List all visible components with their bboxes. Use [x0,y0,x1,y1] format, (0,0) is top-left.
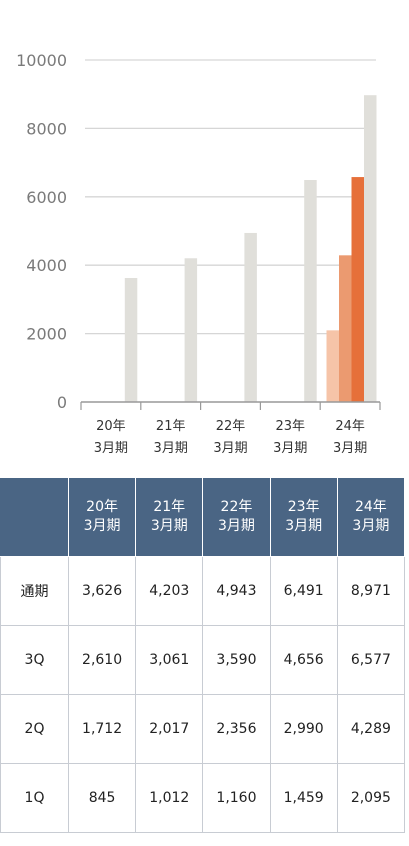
bar-full-year [244,232,257,402]
x-tick-label: 22年 [216,419,246,434]
table-header-row: 20年 3月期 21年 3月期 22年 3月期 23年 3月期 24年 3月期 [0,477,406,557]
x-tick-label: 3月期 [94,441,128,456]
bar-1q [326,330,339,402]
table-cell: 8,971 [336,556,406,626]
x-tick-label: 20年 [96,419,126,434]
table-cell: 2,990 [269,694,338,764]
data-table: 20年 3月期 21年 3月期 22年 3月期 23年 3月期 24年 3月期 通期 3,… [0,477,406,833]
table-row-2q: 2Q 1,712 2,017 2,356 2,990 4,289 [0,694,406,764]
table-cell: 1,712 [67,694,137,764]
row-label: 2Q [0,694,69,764]
table-cell: 2,017 [135,694,204,764]
table-cell: 3,626 [67,556,137,626]
y-tick-label: 6000 [26,188,67,207]
table-cell: 4,943 [202,556,271,626]
table-cell: 4,289 [336,694,406,764]
table-cell: 3,061 [135,625,204,695]
x-axis: 20年 3月期 21年 3月期 22年 3月期 23年 3月期 24年 3月期 [80,401,381,456]
table-header-20: 20年 3月期 [67,477,137,557]
table-cell: 1,160 [202,763,271,833]
x-tick-label: 3月期 [273,441,307,456]
x-tick-label: 3月期 [333,441,367,456]
table-cell: 1,459 [269,763,338,833]
table-cell: 6,577 [336,625,406,695]
y-tick-label: 10000 [16,51,67,70]
table-cell: 2,610 [67,625,137,695]
y-tick-label: 4000 [26,256,67,275]
table-cell: 4,203 [135,556,204,626]
bar-chart: 0 2000 4000 6000 8000 10000 20年 3月期 21年 3月期 22年 3月… [16,51,381,456]
bar-2q [339,255,352,402]
y-tick-label: 0 [57,393,67,412]
table-row-full-year: 通期 3,626 4,203 4,943 6,491 8,971 [0,556,406,626]
bar-3q [351,177,364,402]
table-cell: 4,656 [269,625,338,695]
table-cell: 2,095 [336,763,406,833]
x-tick-label: 21年 [156,419,186,434]
bar-full-year [304,180,317,402]
bar-full-year [364,95,377,402]
table-header-23: 23年 3月期 [269,477,338,557]
row-label: 通期 [0,556,69,626]
bar-full-year [124,277,138,402]
data-table-container: 20年 3月期 21年 3月期 22年 3月期 23年 3月期 24年 3月期 通期 3,… [0,477,406,833]
row-label: 1Q [0,763,69,833]
table-corner-cell [0,477,69,557]
x-tick-label: 24年 [335,419,365,434]
table-cell: 1,012 [135,763,204,833]
table-cell: 845 [67,763,137,833]
table-header-24: 24年 3月期 [336,477,406,557]
table-row-1q: 1Q 845 1,012 1,160 1,459 2,095 [0,763,406,833]
y-tick-label: 2000 [26,325,67,344]
bar-full-year [184,258,198,402]
table-header-22: 22年 3月期 [202,477,271,557]
table-cell: 6,491 [269,556,338,626]
y-tick-label: 8000 [26,119,67,138]
row-label: 3Q [0,625,69,695]
table-row-3q: 3Q 2,610 3,061 3,590 4,656 6,577 [0,625,406,695]
table-header-21: 21年 3月期 [135,477,204,557]
chart-bars [124,95,377,402]
x-tick-label: 3月期 [154,441,188,456]
table-cell: 2,356 [202,694,271,764]
x-tick-label: 23年 [276,419,306,434]
table-cell: 3,590 [202,625,271,695]
x-tick-label: 3月期 [213,441,247,456]
y-axis: 0 2000 4000 6000 8000 10000 [16,51,67,412]
